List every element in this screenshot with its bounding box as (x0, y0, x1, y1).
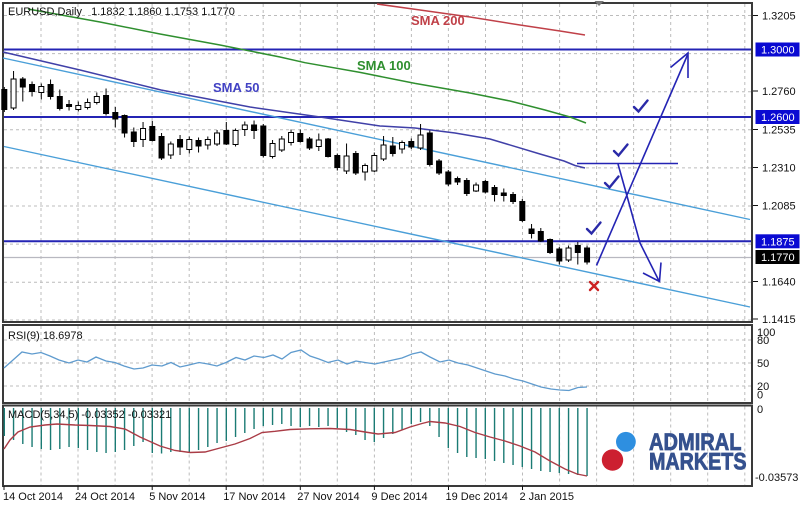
svg-text:1.1415: 1.1415 (762, 314, 796, 326)
svg-text:RSI(9) 18.6978: RSI(9) 18.6978 (8, 330, 83, 342)
svg-text:1.2760: 1.2760 (762, 86, 796, 98)
svg-text:24 Oct 2014: 24 Oct 2014 (75, 491, 135, 503)
svg-text:MARKETS: MARKETS (649, 449, 747, 476)
svg-text:20: 20 (757, 381, 769, 393)
svg-text:100: 100 (757, 327, 775, 339)
svg-text:-0.03573: -0.03573 (755, 472, 798, 484)
svg-text:27 Nov 2014: 27 Nov 2014 (297, 491, 359, 503)
svg-text:1.3000: 1.3000 (761, 45, 795, 57)
svg-text:1.2600: 1.2600 (761, 112, 795, 124)
svg-text:EURUSD,Daily 1.1832 1.1860 1: EURUSD,Daily 1.1832 1.1860 1.1753 1.1770 (8, 6, 235, 18)
svg-text:5 Nov 2014: 5 Nov 2014 (149, 491, 205, 503)
svg-text:0: 0 (757, 404, 763, 416)
svg-text:1.2085: 1.2085 (762, 201, 796, 213)
svg-text:50: 50 (757, 358, 769, 370)
svg-text:19 Dec 2014: 19 Dec 2014 (446, 491, 508, 503)
svg-text:17 Nov 2014: 17 Nov 2014 (223, 491, 285, 503)
svg-text:80: 80 (757, 335, 769, 347)
svg-text:1.2535: 1.2535 (762, 125, 796, 137)
svg-text:14 Oct 2014: 14 Oct 2014 (3, 491, 63, 503)
svg-text:1.3205: 1.3205 (762, 11, 796, 23)
svg-text:9 Dec 2014: 9 Dec 2014 (371, 491, 427, 503)
svg-text:2 Jan 2015: 2 Jan 2015 (520, 491, 574, 503)
svg-text:1.2310: 1.2310 (762, 163, 796, 175)
svg-text:SMA 50: SMA 50 (213, 80, 259, 95)
svg-text:0: 0 (757, 390, 763, 402)
svg-text:1.1875: 1.1875 (761, 236, 795, 248)
svg-text:ADMIRAL: ADMIRAL (649, 429, 742, 456)
svg-text:1.1770: 1.1770 (761, 252, 795, 264)
svg-text:MACD(5,34,5) -0.03352 -0.03321: MACD(5,34,5) -0.03352 -0.03321 (8, 409, 171, 421)
svg-text:1.1640: 1.1640 (762, 277, 796, 289)
svg-text:SMA 100: SMA 100 (357, 58, 411, 73)
svg-text:SMA 200: SMA 200 (411, 13, 465, 28)
